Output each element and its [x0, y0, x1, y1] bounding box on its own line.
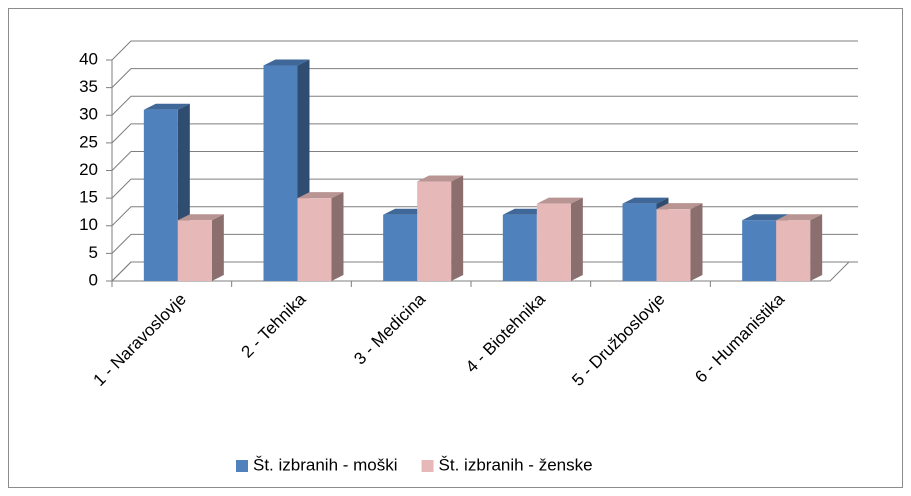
bar-top — [656, 203, 703, 210]
bar-front — [383, 214, 418, 281]
grid-line — [111, 206, 858, 227]
bar-top — [143, 103, 190, 110]
bar-front — [656, 209, 691, 281]
bar-front — [417, 181, 452, 281]
bar-front — [177, 220, 212, 281]
bar-side — [690, 203, 703, 281]
bar-side — [451, 175, 464, 281]
bar — [177, 214, 224, 281]
bar-side — [211, 214, 224, 281]
grid-line — [111, 261, 858, 282]
y-tick-label: 35 — [79, 77, 98, 96]
legend-swatch — [236, 460, 248, 472]
bar-top — [536, 197, 583, 204]
bar-top — [297, 192, 344, 199]
bar — [417, 175, 464, 281]
bar-side — [570, 197, 583, 281]
y-tick-label: 0 — [89, 270, 98, 289]
y-tick-label: 20 — [79, 160, 98, 179]
bar — [536, 197, 583, 281]
y-tick-label: 40 — [79, 49, 98, 68]
legend-swatch — [421, 460, 434, 472]
grid-line — [111, 68, 858, 88]
legend-label: Št. izbranih - ženske — [439, 455, 593, 474]
y-tick-label: 15 — [79, 188, 98, 207]
bar — [656, 203, 703, 281]
bar-side — [810, 214, 823, 281]
grid-line — [111, 95, 858, 116]
bar-front — [297, 198, 332, 281]
bar-front — [536, 203, 571, 281]
bar-front — [263, 65, 298, 282]
bar-front — [742, 220, 777, 281]
bar-top — [776, 214, 823, 221]
legend-label: Št. izbranih - moški — [253, 455, 398, 474]
grid-line — [111, 40, 858, 61]
y-tick-label: 25 — [79, 132, 98, 151]
bar — [263, 59, 310, 282]
y-tick-label: 5 — [89, 243, 98, 262]
bar-front — [622, 203, 657, 281]
grid-line — [111, 151, 858, 171]
bar-top — [417, 175, 464, 182]
bar-front — [502, 214, 537, 281]
bar-front — [143, 109, 178, 281]
y-tick-label: 30 — [79, 105, 98, 124]
y-tick-label: 10 — [79, 215, 98, 234]
bar-side — [331, 192, 344, 281]
bar-top — [742, 214, 789, 221]
bar-front — [776, 220, 811, 281]
bar — [297, 192, 344, 281]
bar — [776, 214, 823, 281]
bar-top — [622, 197, 669, 204]
grid-line — [111, 123, 858, 144]
bar-top — [263, 59, 310, 66]
grid-line — [111, 178, 858, 199]
bar-top — [177, 214, 224, 221]
grid-line — [111, 233, 858, 254]
